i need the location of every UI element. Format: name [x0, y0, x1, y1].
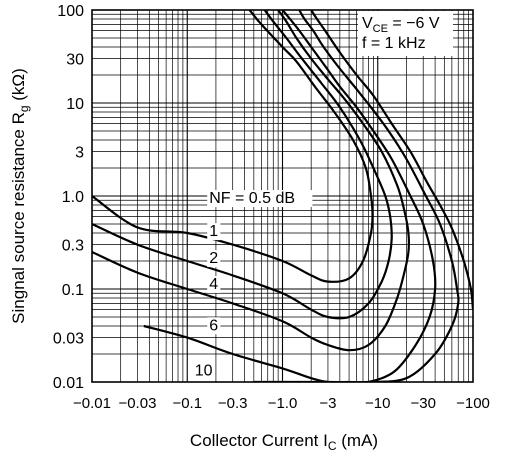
x-tick-label: −0.3: [218, 395, 248, 412]
x-tick-label: −10: [365, 395, 390, 412]
curve-labels: NF = 0.5 dB 1 2 4 6 10: [192, 190, 313, 380]
x-tick-label: −0.1: [172, 395, 202, 412]
condition-vce: VCE = −6 V: [362, 15, 440, 35]
nf-curve-1: [92, 10, 374, 283]
nf-curve-3: [92, 10, 411, 352]
curve-label-backdrop: [192, 362, 216, 380]
curve-label-5: 6: [209, 317, 218, 334]
x-tick-label: −1.0: [268, 395, 298, 412]
x-tick-label: −0.01: [73, 395, 111, 412]
x-tick-labels: −0.01 −0.03 −0.1 −0.3 −1.0 −3 −10 −30 −100: [73, 395, 490, 412]
conditions-box: VCE = −6 V f = 1 kHz: [358, 11, 453, 56]
y-tick-label: 3: [75, 145, 84, 162]
y-tick-label: 0.3: [62, 238, 84, 255]
curve-label-3: 2: [209, 250, 218, 267]
curve-label-backdrop: [207, 276, 221, 293]
nf-curve-2: [92, 10, 393, 320]
y-tick-label: 0.03: [53, 331, 84, 348]
nf-curve-4: [143, 10, 437, 382]
x-tick-label: −30: [410, 395, 435, 412]
curve-label-6: 10: [195, 362, 213, 379]
curve-label-backdrop: [207, 317, 221, 335]
x-axis-title: Collector Current IC (mA): [190, 431, 378, 453]
y-tick-label: 0.01: [53, 375, 84, 392]
y-tick-label: 30: [66, 52, 84, 69]
curve-label-backdrop: [207, 223, 221, 241]
conditions-backdrop: [358, 11, 453, 56]
curve-label-backdrop: [207, 250, 221, 268]
curve-label-1: NF = 0.5 dB: [209, 190, 295, 207]
y-tick-label: 10: [66, 96, 84, 113]
nf-curve-6: [310, 10, 473, 310]
x-tick-label: −0.03: [118, 395, 156, 412]
y-axis-title: Singnal source resistance Rg (kΩ): [9, 68, 31, 324]
y-tick-label: 0.1: [62, 282, 84, 299]
y-tick-label: 100: [57, 3, 84, 20]
plot-frame: [91, 9, 474, 383]
x-tick-label: −3: [319, 395, 336, 412]
condition-frequency: f = 1 kHz: [362, 35, 426, 52]
x-tick-label: −100: [456, 395, 490, 412]
y-tick-labels: 0.01 0.03 0.1 0.3 1.0 3 10 30 100: [53, 3, 84, 392]
y-tick-label: 1.0: [62, 189, 84, 206]
curve-label-4: 4: [209, 276, 218, 293]
curve-label-2: 1: [209, 223, 218, 240]
curve-label-backdrop: [207, 190, 313, 208]
